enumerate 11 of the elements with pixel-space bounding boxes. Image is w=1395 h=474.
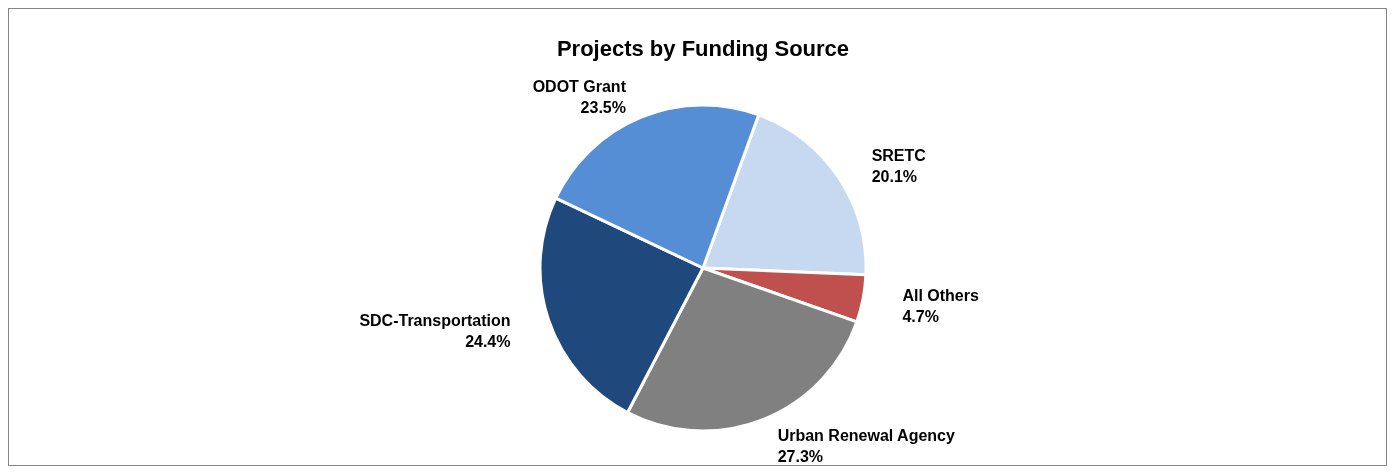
slice-label: ODOT Grant: [532, 78, 627, 96]
slice-label: Urban Renewal Agency: [777, 426, 955, 444]
data-label: 24.4%: [465, 332, 511, 350]
data-label: 23.5%: [580, 99, 626, 117]
slice-label: SRETC: [871, 147, 927, 165]
chart-title: Projects by Funding Source: [556, 36, 850, 61]
data-label: 20.1%: [871, 168, 918, 186]
slice-label: SDC-Transportation: [359, 311, 511, 329]
data-label: 27.3%: [777, 447, 824, 465]
data-label: 4.7%: [902, 308, 939, 326]
slice-label: All Others: [902, 287, 979, 305]
